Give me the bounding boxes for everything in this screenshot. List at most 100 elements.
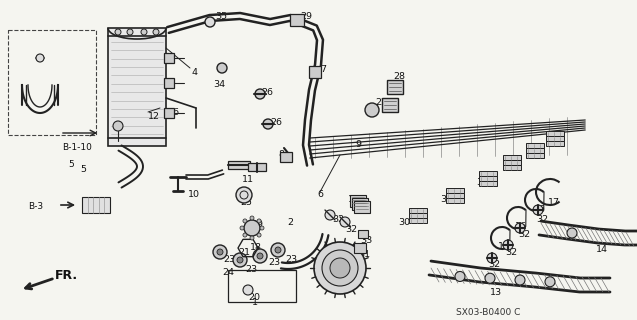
Text: 30: 30 xyxy=(476,178,488,187)
Text: 23: 23 xyxy=(223,255,235,264)
Bar xyxy=(479,171,497,176)
Circle shape xyxy=(545,277,555,287)
Text: 1: 1 xyxy=(252,298,258,307)
Bar xyxy=(526,148,544,153)
Text: 34: 34 xyxy=(213,80,225,89)
Bar xyxy=(164,53,174,63)
Circle shape xyxy=(127,29,133,35)
Circle shape xyxy=(113,121,123,131)
Text: 23: 23 xyxy=(268,258,280,267)
Text: 19: 19 xyxy=(252,220,264,229)
Circle shape xyxy=(567,228,577,238)
Circle shape xyxy=(271,243,285,257)
Bar xyxy=(446,198,464,203)
Text: 30: 30 xyxy=(548,135,560,144)
Circle shape xyxy=(322,250,358,286)
Bar xyxy=(164,78,174,88)
Bar xyxy=(446,193,464,198)
Circle shape xyxy=(217,63,227,73)
Circle shape xyxy=(141,29,147,35)
Text: 14: 14 xyxy=(596,245,608,254)
Text: 31: 31 xyxy=(358,250,370,259)
Text: 30: 30 xyxy=(440,195,452,204)
Text: 17: 17 xyxy=(548,198,560,207)
Circle shape xyxy=(257,219,261,223)
Text: 10: 10 xyxy=(188,190,200,199)
Text: 32: 32 xyxy=(332,215,344,224)
Bar xyxy=(382,98,398,112)
Circle shape xyxy=(240,226,244,230)
Text: SX03-B0400 C: SX03-B0400 C xyxy=(456,308,520,317)
Text: 35: 35 xyxy=(215,12,227,21)
Text: 8: 8 xyxy=(278,150,284,159)
Text: 36: 36 xyxy=(167,108,179,117)
Circle shape xyxy=(243,285,253,295)
Circle shape xyxy=(153,29,159,35)
Circle shape xyxy=(244,220,260,236)
Text: FR.: FR. xyxy=(55,269,78,282)
Text: 5: 5 xyxy=(80,165,86,174)
Text: 26: 26 xyxy=(261,88,273,97)
Text: 28: 28 xyxy=(393,72,405,81)
Circle shape xyxy=(330,258,350,278)
Circle shape xyxy=(340,217,350,227)
Circle shape xyxy=(213,245,227,259)
Circle shape xyxy=(243,233,247,237)
Text: 16: 16 xyxy=(515,222,527,231)
Bar xyxy=(82,197,110,213)
Bar xyxy=(358,230,368,238)
Circle shape xyxy=(255,89,265,99)
Bar xyxy=(280,152,292,162)
Text: 32: 32 xyxy=(488,260,500,269)
Circle shape xyxy=(237,257,243,263)
Text: 5: 5 xyxy=(68,160,74,169)
Text: 30: 30 xyxy=(527,148,539,157)
Text: 23: 23 xyxy=(245,265,257,274)
Circle shape xyxy=(263,119,273,129)
Text: 32: 32 xyxy=(518,230,530,239)
Circle shape xyxy=(257,233,261,237)
Circle shape xyxy=(260,226,264,230)
Bar xyxy=(387,80,403,94)
Text: 30: 30 xyxy=(398,218,410,227)
Text: 18: 18 xyxy=(250,243,262,252)
Circle shape xyxy=(236,187,252,203)
Bar xyxy=(290,14,304,26)
Circle shape xyxy=(515,275,525,285)
Bar xyxy=(503,165,521,170)
Text: 16: 16 xyxy=(534,205,546,214)
Text: 33: 33 xyxy=(360,236,372,245)
Text: 11: 11 xyxy=(242,175,254,184)
Text: 25: 25 xyxy=(240,198,252,207)
Bar xyxy=(409,213,427,218)
Bar xyxy=(503,155,521,160)
Text: 9: 9 xyxy=(355,140,361,149)
Circle shape xyxy=(36,54,44,62)
Text: 7: 7 xyxy=(320,65,326,74)
Text: B-1-10: B-1-10 xyxy=(62,143,92,152)
Text: 26: 26 xyxy=(270,118,282,127)
Bar xyxy=(409,218,427,223)
Text: 20: 20 xyxy=(248,293,260,302)
Text: B-3: B-3 xyxy=(28,202,43,211)
Text: 32: 32 xyxy=(345,225,357,234)
Text: 22: 22 xyxy=(375,98,387,107)
Circle shape xyxy=(257,253,263,259)
Bar xyxy=(309,66,321,78)
Text: 30: 30 xyxy=(504,160,516,169)
Text: 6: 6 xyxy=(317,190,323,199)
Bar xyxy=(546,141,564,146)
Circle shape xyxy=(253,249,267,263)
Text: 2: 2 xyxy=(287,218,293,227)
Bar xyxy=(479,176,497,181)
Circle shape xyxy=(217,249,223,255)
Bar xyxy=(546,136,564,141)
Text: 27: 27 xyxy=(388,88,400,97)
Bar xyxy=(108,28,166,146)
Bar xyxy=(354,201,370,213)
Bar xyxy=(8,30,96,135)
Text: 24: 24 xyxy=(222,268,234,277)
Circle shape xyxy=(503,240,513,250)
Bar xyxy=(446,188,464,193)
Bar xyxy=(350,195,366,207)
